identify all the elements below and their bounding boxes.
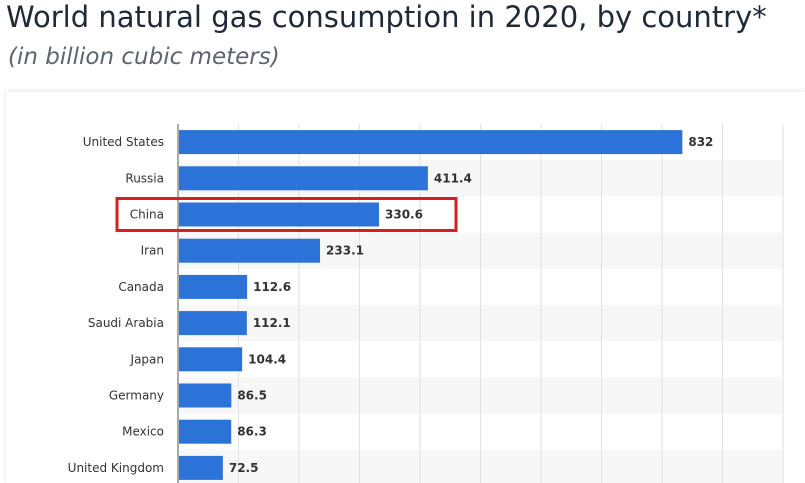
bar xyxy=(179,166,428,191)
category-label: United Kingdom xyxy=(68,461,164,475)
value-label: 86.5 xyxy=(237,389,267,403)
category-label: United States xyxy=(83,135,164,149)
category-label: Russia xyxy=(125,171,164,185)
value-label: 72.5 xyxy=(229,461,259,475)
value-label: 330.6 xyxy=(385,208,423,222)
bar xyxy=(179,274,248,299)
chart-card xyxy=(6,92,805,483)
bar xyxy=(179,383,232,408)
highlight-box xyxy=(115,197,458,232)
category-label: Germany xyxy=(109,389,164,403)
category-label: Iran xyxy=(141,244,164,258)
value-label: 112.1 xyxy=(253,316,291,330)
bar xyxy=(179,202,380,227)
value-label: 233.1 xyxy=(326,244,364,258)
category-label: Canada xyxy=(118,280,164,294)
value-label: 112.6 xyxy=(253,280,291,294)
bar xyxy=(179,311,247,336)
bar xyxy=(179,238,321,263)
category-label: Mexico xyxy=(122,425,164,439)
value-label: 411.4 xyxy=(434,171,472,185)
category-label: Saudi Arabia xyxy=(88,316,164,330)
category-label: Japan xyxy=(130,352,164,366)
value-label: 104.4 xyxy=(248,352,286,366)
bar xyxy=(179,455,223,480)
bar xyxy=(179,347,243,372)
value-label: 86.3 xyxy=(237,425,267,439)
bar xyxy=(179,130,683,155)
chart-title: World natural gas consumption in 2020, b… xyxy=(6,0,767,34)
chart-subtitle: (in billion cubic meters) xyxy=(8,44,280,70)
bar xyxy=(179,419,232,444)
category-label: China xyxy=(130,208,164,222)
value-label: 832 xyxy=(688,135,713,149)
